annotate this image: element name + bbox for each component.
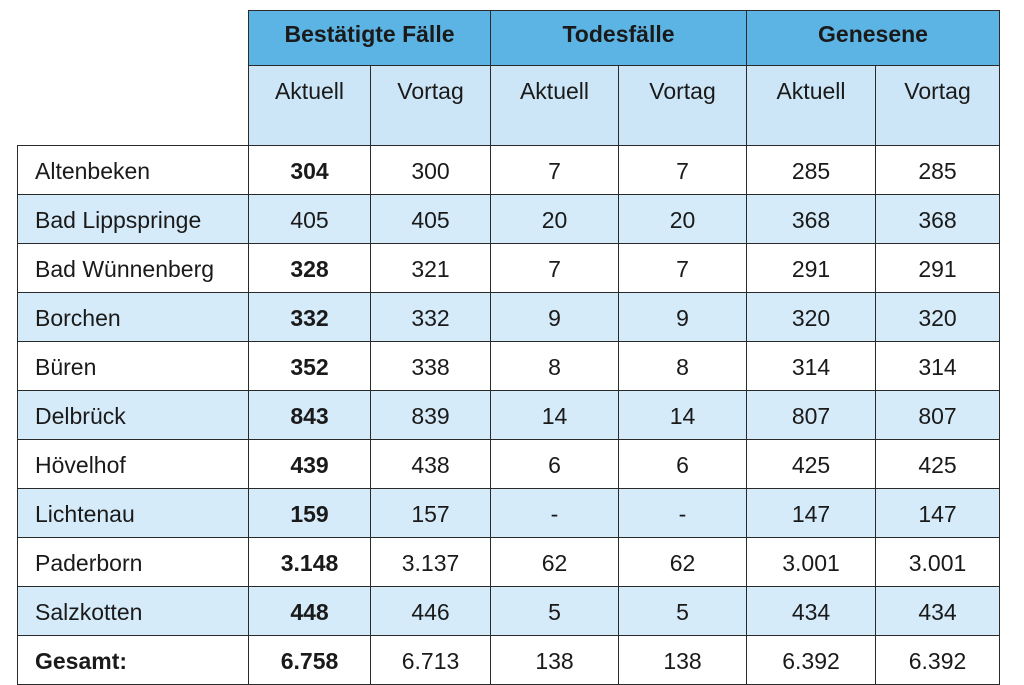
sub-header: Vortag <box>370 65 491 146</box>
cell: 8 <box>618 341 747 391</box>
group-header: Genesene <box>746 10 1000 66</box>
cell: 368 <box>875 194 1000 244</box>
cell: 14 <box>618 390 747 440</box>
cell: 434 <box>875 586 1000 636</box>
cell: 304 <box>248 145 371 195</box>
cell: 5 <box>618 586 747 636</box>
row-label: Altenbeken <box>17 145 249 195</box>
cell: 7 <box>618 243 747 293</box>
cell: 405 <box>248 194 371 244</box>
cell: 368 <box>746 194 876 244</box>
cell: 138 <box>618 635 747 685</box>
cell: 425 <box>875 439 1000 489</box>
cell: - <box>490 488 619 538</box>
group-header: Bestätigte Fälle <box>248 10 491 66</box>
cell: 147 <box>875 488 1000 538</box>
cell: 285 <box>875 145 1000 195</box>
cell: 20 <box>618 194 747 244</box>
cell: 338 <box>370 341 491 391</box>
cell: 314 <box>746 341 876 391</box>
row-label: Gesamt: <box>17 635 249 685</box>
cell: 138 <box>490 635 619 685</box>
cell: 6 <box>490 439 619 489</box>
cell: 3.001 <box>875 537 1000 587</box>
cell: 285 <box>746 145 876 195</box>
cell: 314 <box>875 341 1000 391</box>
row-label: Paderborn <box>17 537 249 587</box>
cell: 62 <box>618 537 747 587</box>
cell: 157 <box>370 488 491 538</box>
cell: 839 <box>370 390 491 440</box>
cell: 147 <box>746 488 876 538</box>
cell: 321 <box>370 243 491 293</box>
cell: 332 <box>370 292 491 342</box>
cell: 5 <box>490 586 619 636</box>
cell: 300 <box>370 145 491 195</box>
cell: 328 <box>248 243 371 293</box>
cell: 3.148 <box>248 537 371 587</box>
cell: 439 <box>248 439 371 489</box>
group-header: Todesfälle <box>490 10 747 66</box>
cell: 3.137 <box>370 537 491 587</box>
cell: 8 <box>490 341 619 391</box>
row-label: Salzkotten <box>17 586 249 636</box>
cell: 291 <box>746 243 876 293</box>
cell: 320 <box>746 292 876 342</box>
cell: 6.758 <box>248 635 371 685</box>
cell: 291 <box>875 243 1000 293</box>
cell: 6.392 <box>746 635 876 685</box>
cell: 7 <box>490 243 619 293</box>
row-label: Lichtenau <box>17 488 249 538</box>
cell: 448 <box>248 586 371 636</box>
row-label: Bad Lippspringe <box>17 194 249 244</box>
cell: 20 <box>490 194 619 244</box>
row-label: Hövelhof <box>17 439 249 489</box>
cell: 9 <box>490 292 619 342</box>
cell: 807 <box>875 390 1000 440</box>
row-label: Delbrück <box>17 390 249 440</box>
cell: 159 <box>248 488 371 538</box>
cell: 434 <box>746 586 876 636</box>
cell: 14 <box>490 390 619 440</box>
cell: 446 <box>370 586 491 636</box>
cell: 843 <box>248 390 371 440</box>
cell: 6.713 <box>370 635 491 685</box>
sub-header: Aktuell <box>248 65 371 146</box>
sub-header: Vortag <box>875 65 1000 146</box>
sub-header: Aktuell <box>490 65 619 146</box>
sub-header: Vortag <box>618 65 747 146</box>
cell: 6 <box>618 439 747 489</box>
cell: 3.001 <box>746 537 876 587</box>
cell: 807 <box>746 390 876 440</box>
cell: 352 <box>248 341 371 391</box>
cell: 425 <box>746 439 876 489</box>
cell: 9 <box>618 292 747 342</box>
cell: 438 <box>370 439 491 489</box>
cell: 6.392 <box>875 635 1000 685</box>
cell: 7 <box>618 145 747 195</box>
cell: 62 <box>490 537 619 587</box>
cell: 7 <box>490 145 619 195</box>
row-label: Borchen <box>17 292 249 342</box>
row-label: Büren <box>17 341 249 391</box>
sub-header: Aktuell <box>746 65 876 146</box>
cell: 320 <box>875 292 1000 342</box>
cell: 405 <box>370 194 491 244</box>
row-label: Bad Wünnenberg <box>17 243 249 293</box>
cell: - <box>618 488 747 538</box>
cell: 332 <box>248 292 371 342</box>
